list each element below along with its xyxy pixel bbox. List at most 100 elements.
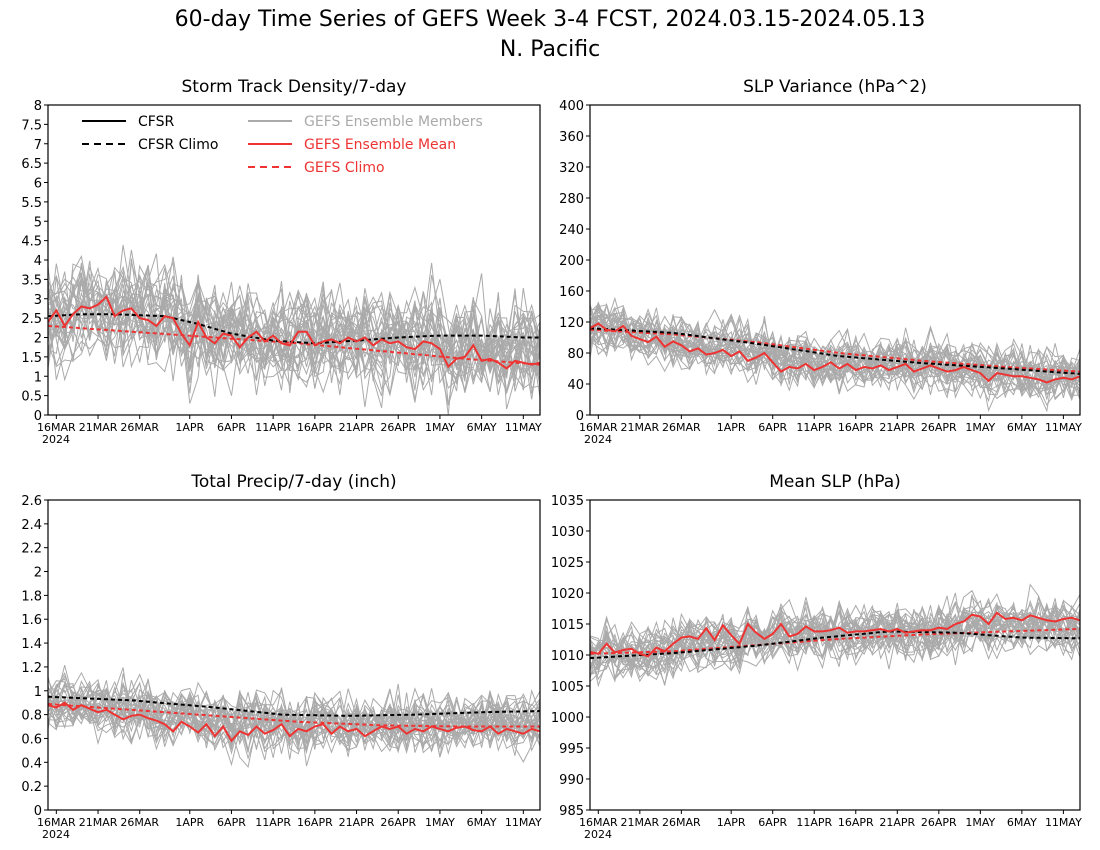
y-tick-label: 2.5 (21, 312, 42, 327)
x-year-label: 2024 (42, 828, 70, 841)
figure-subtitle: N. Pacific (500, 37, 600, 62)
cfsr-climo-line (48, 695, 540, 717)
y-tick-label: 1.5 (21, 351, 42, 366)
x-tick-label: 6MAY (467, 816, 497, 829)
x-tick-label: 16APR (838, 421, 874, 434)
ensemble-member-line (590, 308, 1080, 397)
plot-frame (47, 499, 541, 811)
x-tick-label: 11MAY (1045, 421, 1082, 434)
x-tick-label: 21MAR (621, 421, 660, 434)
legend-members-label: GEFS Ensemble Members (304, 114, 483, 130)
x-tick-label: 6APR (217, 816, 246, 829)
y-tick-label: 1 (34, 370, 42, 385)
y-tick-label: 0.8 (21, 709, 42, 724)
y-tick-label: 5.5 (21, 196, 42, 211)
x-tick-label: 26MAR (662, 816, 701, 829)
y-tick-label: 8 (34, 99, 42, 114)
x-tick-label: 1MAY (965, 421, 995, 434)
y-tick-label: 1030 (551, 525, 584, 540)
x-tick-label: 21MAR (621, 816, 660, 829)
chart-panel-1: Storm Track Density/7-day 0 0.5 1 1.5 2 2.5 3 3.… (21, 77, 542, 446)
legend: CFSR CFSR Climo GEFS Ensemble Members GEFS … (82, 114, 483, 176)
y-tick-label: 400 (559, 99, 584, 114)
panel-title: Total Precip/7-day (inch) (190, 472, 396, 492)
x-tick-label: 21MAR (79, 421, 118, 434)
y-tick-label: 0 (34, 409, 42, 424)
gefs-climo-line (590, 328, 1080, 373)
x-tick-label: 21APR (879, 421, 915, 434)
ensemble-member-line (48, 671, 540, 744)
plot-area (590, 583, 1080, 688)
y-tick-label: 0.5 (21, 390, 42, 405)
y-tick-label: 3 (34, 293, 42, 308)
y-tick-label: 1.2 (21, 661, 42, 676)
ensemble-member-line (48, 271, 540, 383)
y-tick-label: 2.6 (21, 494, 42, 509)
y-tick-label: 120 (559, 316, 584, 331)
x-tick-label: 1MAY (425, 421, 455, 434)
ensemble-member-line (590, 611, 1080, 677)
y-tick-label: 1005 (551, 680, 584, 695)
x-tick-label: 26MAR (662, 421, 701, 434)
y-tick-label: 995 (559, 742, 584, 757)
y-tick-label: 1015 (551, 618, 584, 633)
x-tick-label: 26APR (380, 421, 416, 434)
y-tick-label: 6 (34, 177, 42, 192)
x-tick-label: 26MAR (120, 816, 159, 829)
legend-cfsr-label: CFSR (138, 114, 174, 130)
ensemble-member-line (590, 594, 1080, 688)
y-tick-label: 2.4 (21, 518, 42, 533)
ensemble-member-line (48, 269, 540, 400)
figure-title: 60-day Time Series of GEFS Week 3-4 FCST… (175, 7, 926, 32)
ensemble-member-line (48, 282, 540, 396)
x-year-label: 2024 (584, 433, 612, 446)
y-tick-label: 3.5 (21, 273, 42, 288)
x-tick-label: 21APR (879, 816, 915, 829)
y-tick-label: 1.6 (21, 613, 42, 628)
x-tick-label: 6MAY (1007, 421, 1037, 434)
gefs-climo-line (590, 628, 1080, 655)
x-year-label: 2024 (42, 433, 70, 446)
y-tick-label: 360 (559, 130, 584, 145)
panel-title: Mean SLP (hPa) (769, 472, 901, 492)
x-tick-label: 11MAY (1045, 816, 1082, 829)
gefs-climo-line (48, 324, 540, 366)
x-tick-label: 1MAY (425, 816, 455, 829)
y-tick-label: 0.4 (21, 756, 42, 771)
x-tick-label: 6APR (217, 421, 246, 434)
x-tick-label: 21APR (339, 421, 375, 434)
x-tick-label: 26MAR (120, 421, 159, 434)
y-tick-label: 4.5 (21, 235, 42, 250)
chart-panels: Storm Track Density/7-day 0 0.5 1 1.5 2 2.5 3 3.… (21, 77, 1082, 841)
plot-area (48, 664, 540, 768)
y-tick-label: 1010 (551, 649, 584, 664)
x-tick-label: 16MAR (579, 421, 618, 434)
x-tick-label: 6APR (758, 421, 787, 434)
y-tick-label: 985 (559, 804, 584, 819)
ensemble-member-line (590, 599, 1080, 677)
y-tick-label: 1035 (551, 494, 584, 509)
x-tick-label: 16MAR (37, 816, 76, 829)
y-tick-label: 320 (559, 161, 584, 176)
ensemble-member-line (48, 249, 540, 385)
x-tick-label: 11APR (255, 816, 291, 829)
panel-title: Storm Track Density/7-day (182, 77, 407, 97)
y-tick-label: 240 (559, 223, 584, 238)
y-tick-label: 1.8 (21, 589, 42, 604)
y-tick-label: 5 (34, 215, 42, 230)
y-tick-label: 1025 (551, 556, 584, 571)
y-tick-label: 1 (34, 685, 42, 700)
x-tick-label: 1APR (717, 421, 746, 434)
x-tick-label: 16MAR (37, 421, 76, 434)
ensemble-member-line (48, 682, 540, 758)
x-tick-label: 6APR (758, 816, 787, 829)
x-tick-label: 11APR (255, 421, 291, 434)
y-tick-label: 0 (34, 804, 42, 819)
y-tick-label: 990 (559, 773, 584, 788)
x-tick-label: 1MAY (965, 816, 995, 829)
legend-cfsr-climo-label: CFSR Climo (138, 137, 218, 153)
gefs-ensemble-mean-line (48, 295, 540, 370)
gefs-climo-line (48, 702, 540, 728)
ensemble-member-line (590, 598, 1080, 676)
x-tick-label: 16APR (297, 816, 333, 829)
